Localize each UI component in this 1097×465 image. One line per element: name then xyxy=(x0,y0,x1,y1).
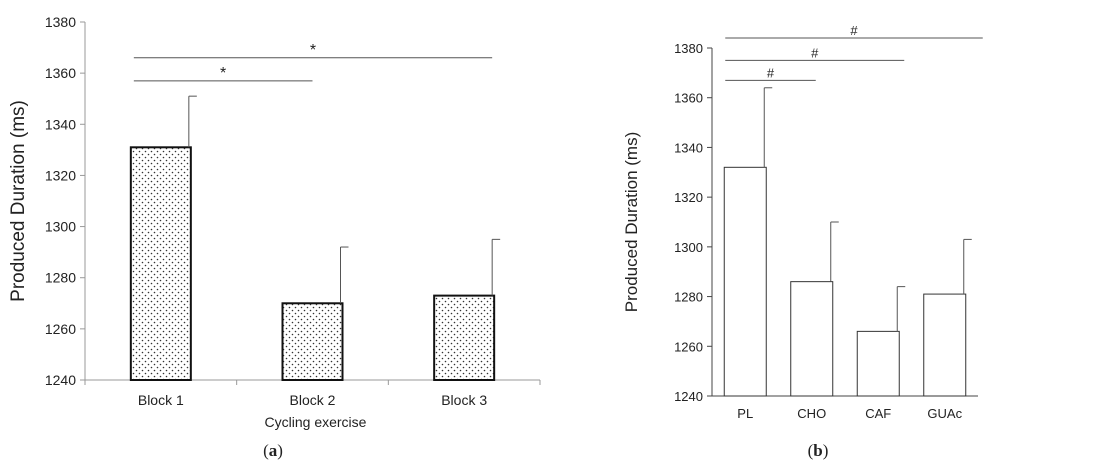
c1-y-tick-label: 1300 xyxy=(45,219,76,235)
c2-y-tick-label: 1260 xyxy=(674,339,703,354)
c2-y-tick-label: 1300 xyxy=(674,240,703,255)
c2-y-tick-label: 1240 xyxy=(674,389,703,404)
c1-y-tick-label: 1380 xyxy=(45,14,76,30)
c2-category-label: GUAc xyxy=(927,406,962,421)
c2-y-tick-label: 1360 xyxy=(674,91,703,106)
c2-y-axis-label: Produced Duration (ms) xyxy=(622,132,641,312)
c2-category-label: CAF xyxy=(865,406,891,421)
c1-y-tick-label: 1240 xyxy=(45,372,76,388)
c2-bar xyxy=(790,281,834,397)
c2-bar xyxy=(856,330,900,397)
c1-significance-mark: * xyxy=(220,65,226,82)
c1-x-axis-label: Cycling exercise xyxy=(265,414,367,430)
c2-category-label: PL xyxy=(737,406,753,421)
c2-category-label: CHO xyxy=(797,406,826,421)
c2-y-tick-label: 1340 xyxy=(674,140,703,155)
c1-significance-mark: * xyxy=(310,42,316,59)
c1-y-axis-label: Produced Duration (ms) xyxy=(8,100,29,302)
c1-category-label: Block 3 xyxy=(441,392,487,408)
c1-y-tick-label: 1360 xyxy=(45,65,76,81)
chart-b: 1240 1260 1280 1300 1320 1340 1360 1380 PL CHO CAF… xyxy=(622,23,983,421)
c1-category-label: Block 2 xyxy=(290,392,336,408)
c2-significance-mark: # xyxy=(767,65,775,80)
c1-y-tick-label: 1340 xyxy=(45,116,76,132)
c2-y-tick-label: 1320 xyxy=(674,190,703,205)
c2-y-tick-label: 1280 xyxy=(674,290,703,305)
c1-bar xyxy=(281,302,344,381)
c1-category-label: Block 1 xyxy=(138,392,184,408)
c2-y-tick-label: 1380 xyxy=(674,41,703,56)
panel-label-b: (b) xyxy=(808,441,829,460)
panel-label-a: (a) xyxy=(263,441,283,460)
c2-significance-mark: # xyxy=(811,45,819,60)
c1-y-tick-label: 1260 xyxy=(45,321,76,337)
c2-significance-mark: # xyxy=(850,23,858,38)
c1-y-tick-label: 1280 xyxy=(45,270,76,286)
chart-a: 1240 1260 1280 1300 1320 1340 1360 1380 Block 1 B… xyxy=(8,14,541,430)
c1-bar xyxy=(129,146,192,381)
c1-y-tick-label: 1320 xyxy=(45,167,76,183)
c1-bar xyxy=(433,294,496,381)
c2-bar xyxy=(723,166,767,397)
c2-bar xyxy=(923,293,967,397)
